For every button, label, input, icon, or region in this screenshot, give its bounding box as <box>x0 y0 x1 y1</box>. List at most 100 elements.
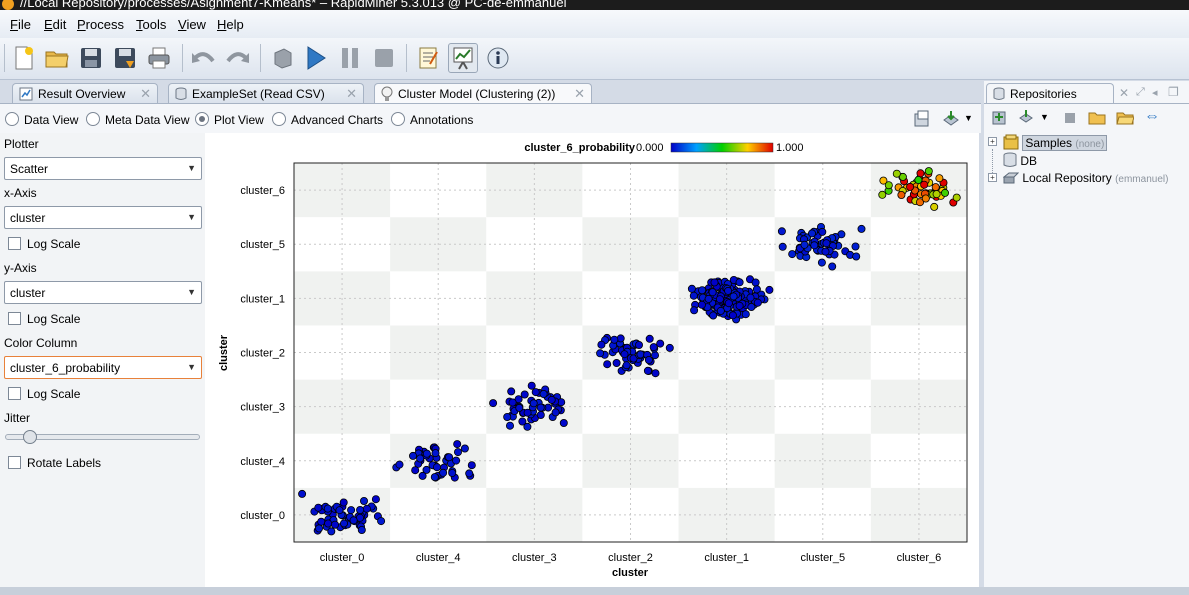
open-folder-icon[interactable] <box>1116 109 1135 128</box>
save-icon[interactable] <box>76 43 106 73</box>
data-point <box>603 360 612 369</box>
pause-icon[interactable] <box>335 43 365 73</box>
y-tick-label: cluster_3 <box>240 402 285 414</box>
result-perspective-icon[interactable] <box>448 43 478 73</box>
wizard-icon[interactable] <box>267 43 297 73</box>
chevron-down-icon[interactable]: ▼ <box>964 113 973 123</box>
design-perspective-icon[interactable] <box>413 43 443 73</box>
redo-icon[interactable] <box>222 43 252 73</box>
data-point <box>339 519 348 528</box>
plotter-select[interactable]: Scatter ▼ <box>4 157 202 180</box>
data-point <box>735 301 744 310</box>
run-icon[interactable] <box>301 43 331 73</box>
data-point <box>817 258 826 267</box>
data-point <box>616 334 625 343</box>
link-editor-icon[interactable]: ⇔ <box>1144 108 1160 125</box>
data-point <box>821 247 830 256</box>
data-point <box>610 335 619 344</box>
data-point <box>690 306 699 315</box>
data-point <box>828 262 837 271</box>
radio-label: Meta Data View <box>105 113 190 127</box>
data-point <box>687 284 696 293</box>
close-icon[interactable]: ✕ <box>140 86 151 101</box>
expand-local-repository-icon[interactable]: + <box>988 173 997 182</box>
data-point <box>460 444 469 453</box>
radio-label: Annotations <box>410 113 474 127</box>
tree-item-local-repository[interactable]: Local Repository (emmanuel) <box>1002 170 1168 185</box>
close-icon[interactable]: ✕ <box>574 86 585 101</box>
export-icon[interactable] <box>941 110 961 131</box>
y-tick-label: cluster_4 <box>240 456 285 468</box>
status-strip <box>0 587 1189 595</box>
data-point <box>422 449 431 458</box>
data-point <box>408 451 417 460</box>
scatter-plot-area: cluster_6_probability 0.000 1.000 cluste… <box>205 133 979 587</box>
menu-view[interactable]: View <box>178 17 206 32</box>
xaxis-select[interactable]: cluster ▼ <box>4 206 202 229</box>
jitter-slider[interactable] <box>5 434 200 440</box>
menu-process[interactable]: Process <box>77 17 124 32</box>
yaxis-select[interactable]: cluster ▼ <box>4 281 202 304</box>
stop-icon[interactable] <box>369 43 399 73</box>
yaxis-value: cluster <box>10 286 46 300</box>
data-point <box>747 302 756 311</box>
save-as-icon[interactable] <box>110 43 140 73</box>
radio-plot-view[interactable] <box>195 112 209 126</box>
data-point <box>751 278 760 287</box>
data-point <box>649 343 658 352</box>
tree-item-samples[interactable]: Samples (none) <box>1003 134 1108 151</box>
table-icon <box>175 87 187 100</box>
add-repository-icon[interactable] <box>991 109 1007 128</box>
yaxis-log-scale-checkbox[interactable] <box>8 312 21 325</box>
tab-exampleset[interactable]: ExampleSet (Read CSV) ✕ <box>168 83 364 103</box>
tab-result-overview[interactable]: Result Overview ✕ <box>12 83 158 103</box>
menu-edit[interactable]: Edit <box>44 17 67 32</box>
open-icon[interactable] <box>42 43 72 73</box>
color-log-scale-checkbox[interactable] <box>8 387 21 400</box>
color-column-select[interactable]: cluster_6_probability ▼ <box>4 356 202 379</box>
radio-advanced-charts[interactable] <box>272 112 286 126</box>
copy-icon[interactable] <box>913 110 931 131</box>
maximize-icon[interactable]: ⤢ <box>1136 86 1145 98</box>
chevron-down-icon: ▼ <box>187 362 196 372</box>
radio-meta-data-view[interactable] <box>86 112 100 126</box>
tab-repositories[interactable]: Repositories <box>986 83 1114 103</box>
tree-item-db[interactable]: DB <box>1003 152 1037 168</box>
xaxis-log-scale-checkbox[interactable] <box>8 237 21 250</box>
data-point <box>314 503 323 512</box>
minimize-icon[interactable]: ◂ <box>1152 87 1158 99</box>
menu-file[interactable]: File <box>10 17 31 32</box>
undo-icon[interactable] <box>189 43 219 73</box>
menu-help[interactable]: Help <box>217 17 244 32</box>
xaxis-label: x-Axis <box>4 186 37 200</box>
close-icon[interactable]: ✕ <box>1119 86 1130 100</box>
data-point <box>753 298 762 307</box>
chevron-down-icon[interactable]: ▼ <box>1040 112 1049 122</box>
close-icon[interactable]: ✕ <box>346 86 357 101</box>
welcome-perspective-icon[interactable] <box>483 43 513 73</box>
data-point <box>622 361 631 370</box>
rotate-labels-checkbox[interactable] <box>8 456 21 469</box>
data-point <box>857 224 866 233</box>
data-point <box>741 310 750 319</box>
y-tick-label: cluster_0 <box>240 510 285 522</box>
import-icon[interactable] <box>1018 109 1034 128</box>
menu-tools[interactable]: Tools <box>136 17 167 32</box>
radio-data-view[interactable] <box>5 112 19 126</box>
data-point <box>818 227 827 236</box>
new-process-icon[interactable] <box>9 43 39 73</box>
jitter-slider-thumb[interactable] <box>23 430 38 444</box>
scatter-chart[interactable]: cluster_6_probability 0.000 1.000 cluste… <box>205 133 979 587</box>
refresh-icon[interactable] <box>1062 109 1078 128</box>
chevron-down-icon: ▼ <box>187 287 196 297</box>
data-point <box>520 390 529 399</box>
data-point <box>551 408 560 417</box>
tab-cluster-model[interactable]: Cluster Model (Clustering (2)) ✕ <box>374 83 592 103</box>
expand-samples-icon[interactable]: + <box>988 137 997 146</box>
color-column-value: cluster_6_probability <box>10 361 121 375</box>
new-folder-icon[interactable] <box>1088 109 1106 128</box>
data-point <box>339 498 348 507</box>
radio-annotations[interactable] <box>391 112 405 126</box>
print-icon[interactable] <box>144 43 174 73</box>
restore-icon[interactable]: ❐ <box>1168 85 1179 99</box>
